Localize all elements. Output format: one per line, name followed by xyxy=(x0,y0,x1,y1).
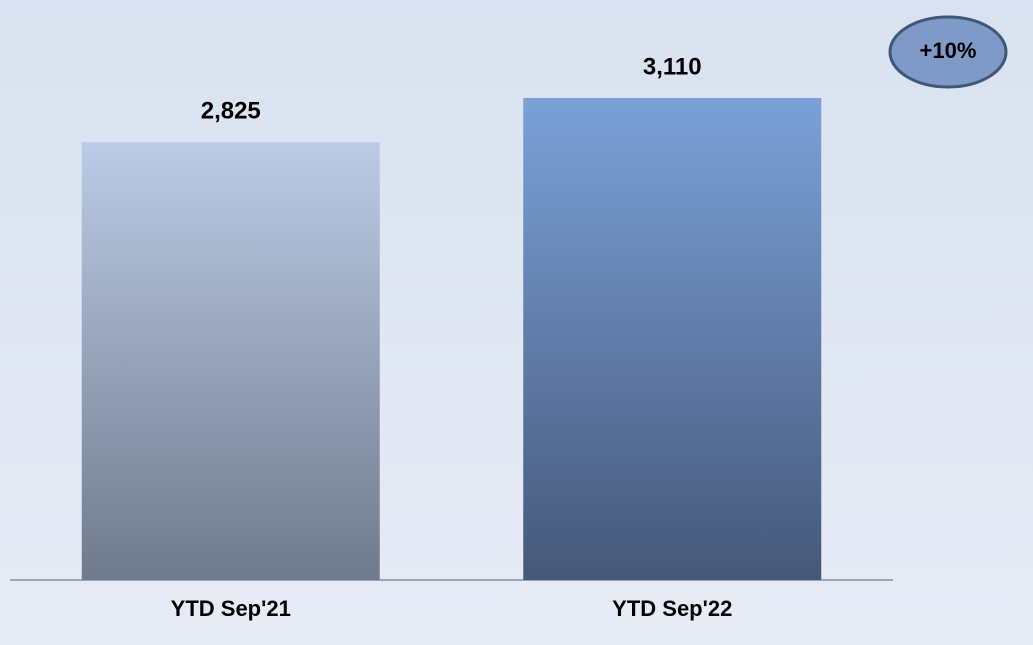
annotation: +10% xyxy=(920,38,977,63)
value-label: 3,110 xyxy=(643,53,702,80)
value-label: 2,825 xyxy=(201,97,261,124)
bar xyxy=(523,97,822,580)
bar xyxy=(81,142,380,580)
annotation-bubble xyxy=(888,15,1008,89)
x-tick-label: YTD Sep'21 xyxy=(171,596,291,621)
x-tick-label: YTD Sep'22 xyxy=(612,596,732,621)
